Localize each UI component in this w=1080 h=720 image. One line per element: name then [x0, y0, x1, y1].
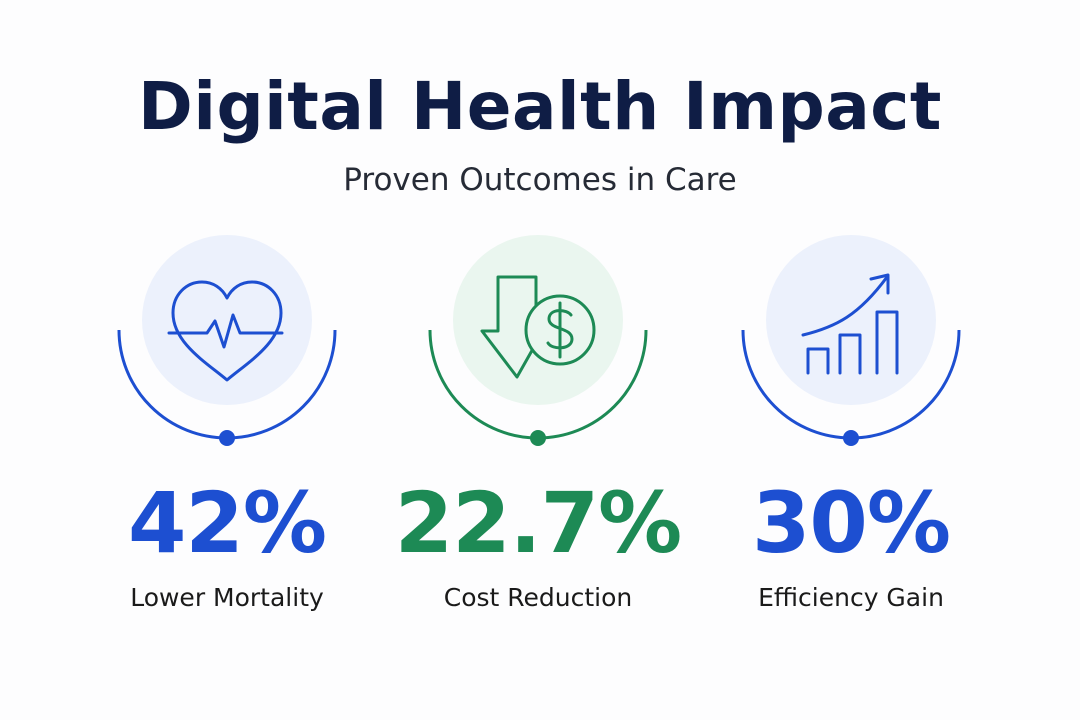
page-title: Digital Health Impact: [138, 68, 942, 145]
stat-efficiency-gain: 30% Efficiency Gain: [691, 235, 1011, 635]
stat-lower-mortality: 42% Lower Mortality: [67, 235, 387, 635]
heart-pulse-icon: [167, 280, 284, 382]
stat-value: 42%: [127, 474, 327, 572]
stat-label: Efficiency Gain: [758, 583, 944, 612]
arc-dot: [219, 430, 235, 446]
cost-down-dollar-icon: [480, 275, 596, 379]
icon-background-circle: [766, 235, 936, 405]
stat-label: Cost Reduction: [443, 583, 633, 612]
arc-dot: [843, 430, 859, 446]
stat-graphic: [428, 235, 648, 446]
stat-cost-reduction: 22.7% Cost Reduction: [378, 235, 698, 635]
stat-label: Lower Mortality: [130, 583, 324, 612]
stat-value: 30%: [751, 474, 951, 572]
stat-value: 22.7%: [394, 474, 682, 572]
icon-background-circle: [142, 235, 312, 405]
page-subtitle: Proven Outcomes in Care: [343, 162, 737, 198]
stat-graphic: [741, 235, 961, 446]
arc-dot: [530, 430, 546, 446]
growth-chart-icon: [801, 273, 899, 375]
stat-graphic: [117, 235, 337, 446]
